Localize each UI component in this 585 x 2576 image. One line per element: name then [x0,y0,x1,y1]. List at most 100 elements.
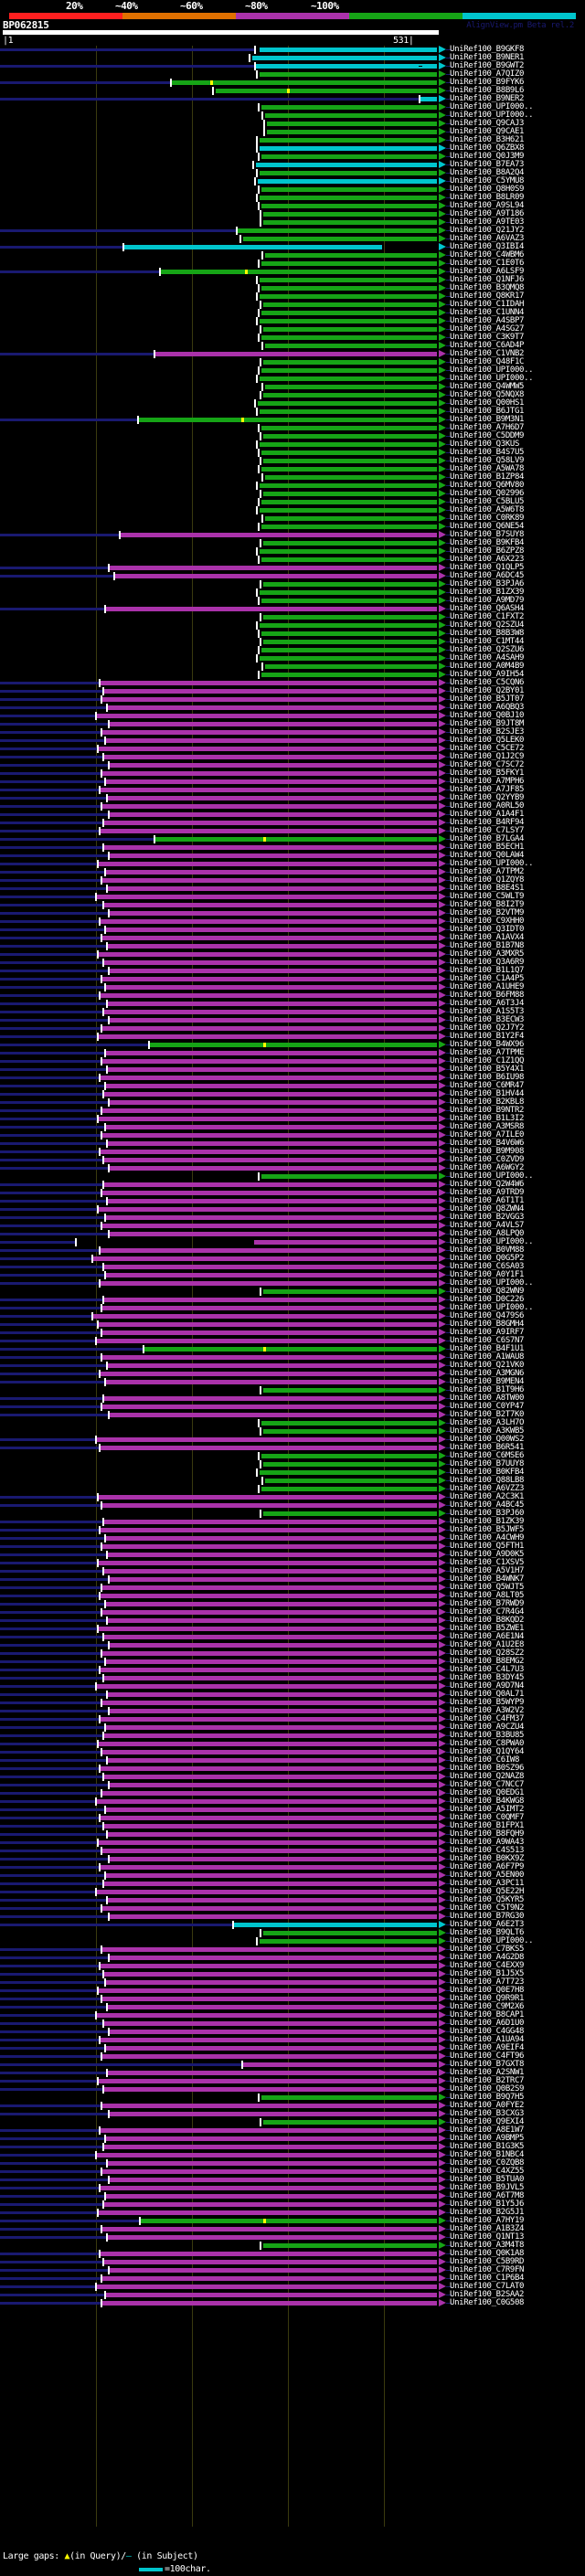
hsp-bar[interactable] [108,1832,437,1837]
hit-accession-label[interactable]: UniRef100_C4GG48 [450,2027,525,2036]
hit-accession-label[interactable]: UniRef100_A6T1T1 [450,1196,525,1205]
hsp-bar[interactable] [102,697,437,702]
hsp-bar[interactable] [99,1117,437,1121]
hsp-bar[interactable] [260,483,437,488]
alignment-row[interactable]: UniRef100_B9GWT2 [0,61,585,70]
alignment-row[interactable]: UniRef100_C9M2X6 [0,2002,585,2011]
alignment-row[interactable]: UniRef100_B1Y2F4 [0,1032,585,1041]
hsp-bar[interactable] [263,492,437,496]
hit-accession-label[interactable]: UniRef100_B3BU85 [450,1731,525,1740]
hit-accession-label[interactable]: UniRef100_C3K9T7 [450,333,525,342]
hsp-bar[interactable] [101,1372,437,1376]
alignment-row[interactable]: UniRef100_A9TE03 [0,217,585,227]
alignment-row[interactable]: UniRef100_B3PJ60 [0,1509,585,1518]
hit-accession-label[interactable]: UniRef100_A9WA43 [450,1838,525,1847]
hsp-bar[interactable] [99,1742,437,1746]
hit-accession-label[interactable]: UniRef100_Q6NE54 [450,522,525,531]
hit-accession-label[interactable]: UniRef100_A6VZZ3 [450,1484,525,1493]
hit-accession-label[interactable]: UniRef100_Q6ASH4 [450,604,525,613]
alignment-row[interactable]: UniRef100_B0SZ96 [0,1764,585,1773]
hit-accession-label[interactable]: UniRef100_B1L1Q7 [450,966,525,975]
hsp-bar[interactable] [101,1446,437,1450]
alignment-row[interactable]: UniRef100_Q0EDG1 [0,1788,585,1797]
alignment-row[interactable]: UniRef100_A0Y1F1 [0,1270,585,1279]
hit-accession-label[interactable]: UniRef100_B1Y5J6 [450,2200,525,2209]
hit-accession-label[interactable]: UniRef100_A6T7M8 [450,2191,525,2200]
alignment-row[interactable]: UniRef100_B1NBC4 [0,2150,585,2159]
alignment-row[interactable]: UniRef100_C7LSY7 [0,826,585,835]
hsp-bar[interactable] [102,1355,437,1360]
hsp-bar[interactable] [102,2104,437,2108]
hit-accession-label[interactable]: UniRef100_Q2SZU6 [450,645,525,654]
hsp-bar[interactable] [104,821,437,825]
hsp-bar[interactable] [97,1684,437,1689]
hsp-bar[interactable] [99,2079,437,2083]
alignment-row[interactable]: UniRef100_C6SA03 [0,1262,585,1271]
hsp-bar[interactable] [108,944,437,949]
alignment-row[interactable]: UniRef100_B9QLT6 [0,1928,585,1937]
hit-accession-label[interactable]: UniRef100_B8B3W8 [450,629,525,638]
hsp-bar[interactable] [104,1676,437,1680]
alignment-row[interactable]: UniRef100_B1HV44 [0,1089,585,1098]
hsp-bar[interactable] [101,1594,437,1598]
hit-accession-label[interactable]: UniRef100_B9M3N1 [450,415,525,424]
hit-accession-label[interactable]: UniRef100_Q1NFJ6 [450,275,525,284]
hit-accession-label[interactable]: UniRef100_A3M4T8 [450,2241,525,2250]
hit-accession-label[interactable]: UniRef100_B0KX9Z [450,1854,525,1863]
alignment-row[interactable]: UniRef100_Q6MV80 [0,481,585,490]
hsp-bar[interactable] [102,2169,437,2174]
hsp-bar[interactable] [106,1051,437,1055]
hit-accession-label[interactable]: UniRef100_Q8KR17 [450,292,525,301]
hit-accession-label[interactable]: UniRef100_Q3A6R9 [450,958,525,967]
hit-accession-label[interactable]: UniRef100_B2TRC7 [450,2076,525,2085]
hit-accession-label[interactable]: UniRef100_B9FYK6 [450,78,525,87]
hsp-bar[interactable] [263,640,437,644]
hit-accession-label[interactable]: UniRef100_A3MSR8 [450,1122,525,1131]
hsp-bar[interactable] [260,72,437,77]
alignment-row[interactable]: UniRef100_B4WX96 [0,1040,585,1049]
hsp-bar[interactable] [261,673,437,677]
hsp-bar[interactable] [263,1388,437,1393]
hit-accession-label[interactable]: UniRef100_A1WAU8 [450,1352,525,1362]
alignment-row[interactable]: UniRef100_B2VGG3 [0,1213,585,1222]
alignment-row[interactable]: UniRef100_Q2SZU6 [0,645,585,654]
hit-accession-label[interactable]: UniRef100_C4S513 [450,1846,525,1855]
alignment-row[interactable]: UniRef100_A8LPQ0 [0,1229,585,1238]
hsp-bar[interactable] [110,1100,437,1105]
alignment-row[interactable]: UniRef100_B7SUY8 [0,530,585,539]
hit-accession-label[interactable]: UniRef100_A3PC11 [450,1879,525,1888]
hsp-bar[interactable] [261,631,437,636]
hsp-bar[interactable] [260,656,437,661]
hit-accession-label[interactable]: UniRef100_A1B3Z4 [450,2224,525,2233]
alignment-row[interactable]: UniRef100_B2TRC7 [0,2076,585,2085]
alignment-row[interactable]: UniRef100_A7TPM2 [0,867,585,876]
hit-accession-label[interactable]: UniRef100_Q0EDG1 [450,1788,525,1797]
alignment-row[interactable]: UniRef100_A5EN00 [0,1871,585,1880]
hit-accession-label[interactable]: UniRef100_B8CAP1 [450,2010,525,2019]
alignment-row[interactable]: UniRef100_B0KX9Z [0,1854,585,1863]
alignment-row[interactable]: UniRef100_C0QMF7 [0,1813,585,1822]
alignment-row[interactable]: UniRef100_UPI000.. [0,1278,585,1288]
hsp-bar[interactable] [263,220,437,225]
hsp-bar[interactable] [104,2260,437,2264]
alignment-row[interactable]: UniRef100_Q0E7H8 [0,1986,585,1995]
alignment-row[interactable]: UniRef100_Q3IDT0 [0,925,585,934]
hit-accession-label[interactable]: UniRef100_Q4WMW5 [450,382,525,391]
hit-accession-label[interactable]: UniRef100_A2SNW1 [450,2068,525,2077]
hsp-bar[interactable] [97,2153,437,2157]
hit-accession-label[interactable]: UniRef100_C9XHH0 [450,917,525,926]
alignment-row[interactable]: UniRef100_A9TRD9 [0,1188,585,1197]
hit-accession-label[interactable]: UniRef100_Q0B2S9 [450,2084,525,2094]
hit-accession-label[interactable]: UniRef100_A4SBP7 [450,316,525,325]
hsp-bar[interactable] [106,1659,437,1664]
hit-accession-label[interactable]: UniRef100_B1FPX1 [450,1821,525,1830]
hsp-bar[interactable] [101,829,437,833]
alignment-row[interactable]: UniRef100_B0KFB4 [0,1468,585,1477]
hsp-bar[interactable] [102,1059,437,1064]
hsp-bar[interactable] [102,1405,437,1409]
alignment-row[interactable]: UniRef100_A1UHE9 [0,982,585,991]
hit-accession-label[interactable]: UniRef100_C7NCC7 [450,1780,525,1789]
hit-accession-label[interactable]: UniRef100_C0G508 [450,2298,525,2307]
hit-accession-label[interactable]: UniRef100_D0C226 [450,1295,525,1304]
hsp-bar[interactable] [99,1495,437,1500]
